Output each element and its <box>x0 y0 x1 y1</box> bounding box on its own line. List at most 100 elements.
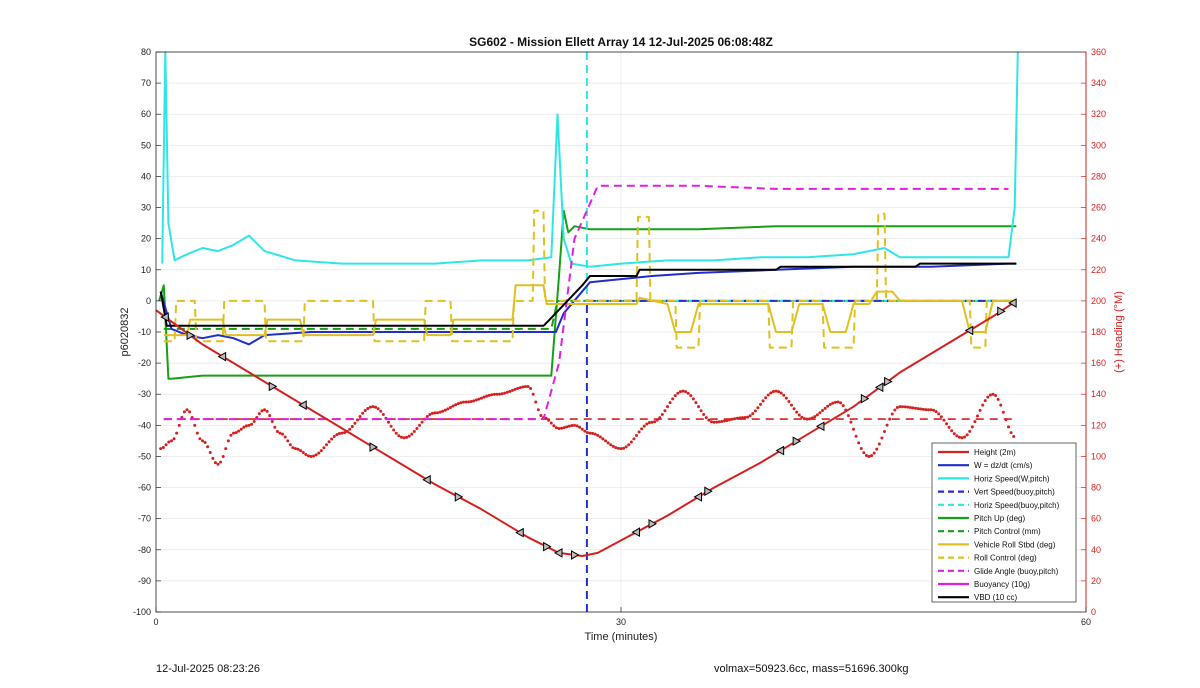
heading-point <box>250 422 254 426</box>
heading-point <box>609 443 613 447</box>
heading-point <box>565 425 569 429</box>
heading-point <box>743 416 747 420</box>
heading-point <box>337 432 341 436</box>
heading-point <box>350 425 354 428</box>
y-tick-label: -20 <box>138 358 151 368</box>
y2-tick-label: 60 <box>1091 514 1101 524</box>
heading-point <box>596 433 600 437</box>
heading-point <box>201 439 204 443</box>
heading-point <box>232 431 235 435</box>
legend-label: Pitch Control (mm) <box>974 527 1041 536</box>
heading-point <box>438 410 442 414</box>
heading-point <box>480 396 483 400</box>
heading-point <box>872 451 876 455</box>
heading-point <box>554 426 558 430</box>
legend-label: Horiz Speed(buoy,pitch) <box>974 501 1060 510</box>
heading-point <box>991 392 995 396</box>
heading-point <box>901 405 905 409</box>
heading-point <box>247 423 251 427</box>
heading-point <box>893 408 897 412</box>
heading-point <box>655 418 659 422</box>
heading-point <box>567 424 571 428</box>
heading-point <box>405 435 409 439</box>
heading-point <box>637 430 641 434</box>
heading-point <box>782 393 786 397</box>
heading-point <box>611 444 615 448</box>
heading-point <box>704 416 708 420</box>
heading-point <box>790 403 793 407</box>
heading-point <box>702 412 706 416</box>
heading-point <box>536 408 540 412</box>
heading-point <box>237 429 241 433</box>
heading-point <box>689 394 693 398</box>
heading-point <box>821 409 824 413</box>
heading-point <box>965 433 969 437</box>
heading-point <box>454 403 458 407</box>
heading-point <box>691 397 695 401</box>
height-marker <box>815 421 825 432</box>
heading-point <box>988 393 992 397</box>
heading-point <box>459 401 463 405</box>
heading-point <box>759 402 762 406</box>
heading-point <box>461 400 465 404</box>
heading-point <box>916 407 920 411</box>
heading-point <box>257 412 261 416</box>
y-tick-label: -30 <box>138 389 151 399</box>
x-axis-label: Time (minutes) <box>585 631 658 643</box>
heading-point <box>606 441 610 445</box>
y2-tick-label: 320 <box>1091 109 1106 119</box>
heading-point <box>1012 434 1016 438</box>
heading-point <box>485 394 489 398</box>
heading-point <box>826 404 830 408</box>
footer-mass-info: volmax=50923.6cc, mass=51696.300kg <box>714 663 909 675</box>
heading-point <box>813 415 817 419</box>
heading-point <box>392 428 396 432</box>
heading-point <box>376 407 380 411</box>
heading-point <box>746 415 750 419</box>
heading-point <box>676 391 680 395</box>
heading-point <box>516 386 520 390</box>
heading-point <box>340 431 344 435</box>
heading-point <box>787 399 791 403</box>
heading-point <box>784 396 788 400</box>
heading-point <box>764 396 768 400</box>
heading-point <box>234 431 238 435</box>
heading-point <box>557 426 561 430</box>
heading-point <box>319 449 323 453</box>
heading-point <box>399 435 403 439</box>
heading-point <box>795 410 799 414</box>
y-tick-label: -60 <box>138 483 151 493</box>
heading-point <box>172 437 176 441</box>
heading-point <box>880 436 884 440</box>
y2-tick-label: 240 <box>1091 234 1106 244</box>
legend-label: Horiz Speed(W,pitch) <box>974 474 1050 483</box>
heading-point <box>371 405 375 409</box>
heading-point <box>368 405 372 409</box>
heading-point <box>720 420 724 424</box>
heading-point <box>598 435 602 439</box>
heading-point <box>353 421 357 425</box>
heading-point <box>728 418 731 422</box>
height-marker <box>860 393 870 404</box>
heading-point <box>970 425 974 429</box>
heading-point <box>756 406 760 410</box>
heading-point <box>604 439 607 443</box>
heading-point <box>394 431 398 435</box>
heading-point <box>583 429 587 433</box>
series-line <box>163 209 1017 349</box>
heading-point <box>950 429 954 433</box>
legend-label: W = dz/dt (cm/s) <box>974 461 1033 470</box>
heading-point <box>547 418 551 422</box>
heading-point <box>164 443 168 447</box>
heading-point <box>244 424 248 428</box>
heading-point <box>503 391 507 395</box>
heading-point <box>177 423 181 427</box>
legend-label: VBD (10 cc) <box>974 593 1017 602</box>
heading-point <box>286 439 290 443</box>
heading-point <box>686 391 690 395</box>
height-marker <box>964 325 974 336</box>
heading-point <box>629 440 633 444</box>
heading-point <box>976 414 979 418</box>
heading-point <box>322 446 326 450</box>
heading-point <box>986 395 990 399</box>
